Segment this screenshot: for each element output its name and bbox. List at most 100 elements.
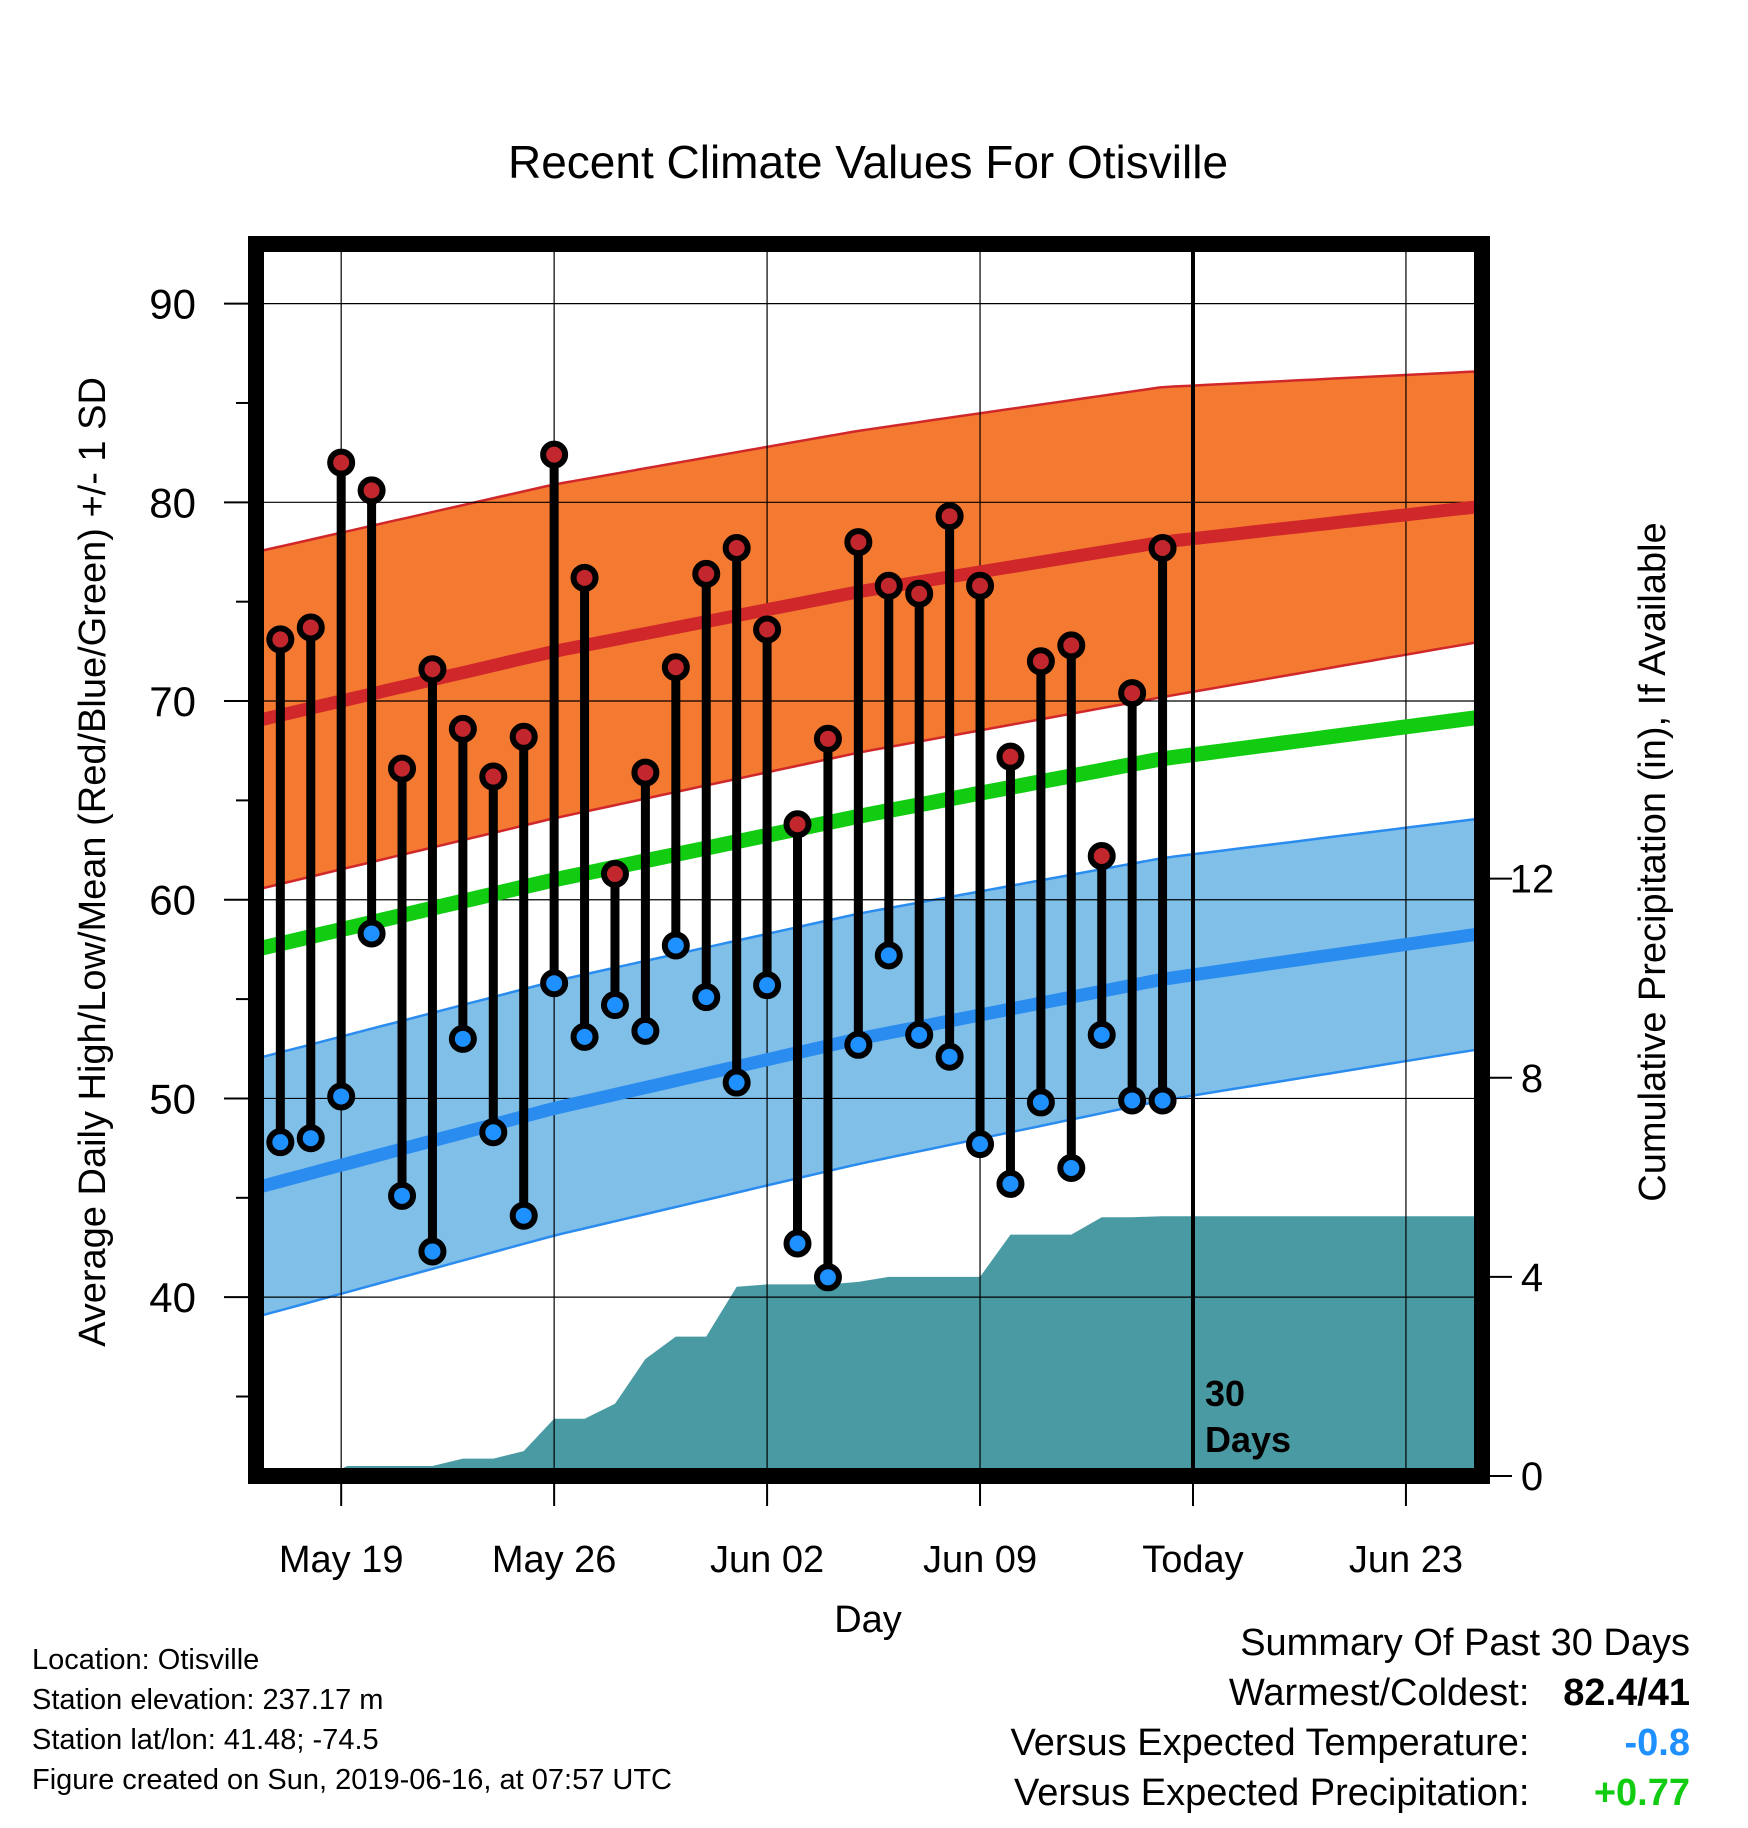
- high-point-0: [266, 625, 295, 654]
- high-point-13: [661, 653, 690, 682]
- high-point-14: [692, 559, 721, 588]
- x-tick-label-2: Jun 02: [710, 1539, 824, 1581]
- high-point-24: [996, 742, 1025, 771]
- high-point-25: [1026, 647, 1055, 676]
- high-point-29: [1148, 534, 1177, 563]
- high-point-27: [1087, 842, 1116, 871]
- summary-row-temp: Versus Expected Temperature: -0.8: [1011, 1718, 1690, 1768]
- high-point-8: [509, 722, 538, 751]
- x-tick-label-5: Jun 23: [1349, 1539, 1463, 1581]
- daily-range-bars: [266, 440, 1177, 1292]
- station-info: Location: Otisville Station elevation: 2…: [32, 1640, 672, 1800]
- low-normal-band: [256, 818, 1482, 1317]
- low-point-5: [418, 1237, 447, 1266]
- y2-tick-label-0: 0: [1521, 1455, 1543, 1499]
- high-point-18: [813, 724, 842, 753]
- summary-heading: Summary Of Past 30 Days: [1240, 1622, 1690, 1664]
- low-point-20: [874, 941, 903, 970]
- y2-tick-label-12: 12: [1510, 858, 1555, 902]
- y-tick-label-60: 60: [149, 877, 196, 924]
- low-point-18: [813, 1263, 842, 1292]
- x-tick-label-4: Today: [1142, 1539, 1243, 1581]
- high-point-28: [1118, 679, 1147, 708]
- high-point-22: [935, 502, 964, 531]
- low-normal-band-lower-edge: [255, 1047, 1483, 1319]
- today-annotation-line-1: Days: [1205, 1419, 1291, 1460]
- precip-value: +0.77: [1593, 1772, 1690, 1814]
- low-point-29: [1148, 1086, 1177, 1115]
- high-normal-band-upper-edge: [255, 369, 1483, 554]
- low-point-16: [753, 971, 782, 1000]
- low-point-24: [996, 1169, 1025, 1198]
- high-point-15: [722, 534, 751, 563]
- low-point-3: [357, 919, 386, 948]
- cumulative-precip-area: [256, 1216, 1482, 1476]
- elevation-text: Station elevation: 237.17 m: [32, 1684, 384, 1716]
- high-point-20: [874, 571, 903, 600]
- summary-row-precip: Versus Expected Precipitation: +0.77: [1011, 1768, 1690, 1818]
- chart-title: Recent Climate Values For Otisville: [508, 136, 1228, 188]
- temp-label: Versus Expected Temperature:: [1010, 1722, 1530, 1764]
- temp-value: -0.8: [1624, 1722, 1690, 1764]
- low-point-8: [509, 1201, 538, 1230]
- y2-tick-label-4: 4: [1521, 1256, 1543, 1300]
- high-point-4: [388, 754, 417, 783]
- low-point-14: [692, 983, 721, 1012]
- high-point-23: [966, 571, 995, 600]
- low-point-12: [631, 1016, 660, 1045]
- high-point-5: [418, 655, 447, 684]
- low-point-28: [1118, 1086, 1147, 1115]
- summary-panel: Summary Of Past 30 Days Warmest/Coldest:…: [1011, 1618, 1690, 1818]
- y-tick-label-80: 80: [149, 479, 196, 526]
- low-point-4: [388, 1181, 417, 1210]
- latlon-text: Station lat/lon: 41.48; -74.5: [32, 1724, 379, 1756]
- normal-bands: [255, 369, 1483, 1319]
- low-point-17: [783, 1229, 812, 1258]
- low-point-23: [966, 1130, 995, 1159]
- high-point-21: [905, 579, 934, 608]
- high-point-16: [753, 615, 782, 644]
- location-text: Location: Otisville: [32, 1644, 260, 1676]
- high-point-6: [448, 714, 477, 743]
- high-mean-line: [254, 499, 1483, 728]
- high-point-10: [570, 563, 599, 592]
- high-point-17: [783, 810, 812, 839]
- low-point-10: [570, 1022, 599, 1051]
- low-point-11: [600, 991, 629, 1020]
- x-tick-label-0: May 19: [279, 1539, 404, 1581]
- low-point-1: [296, 1124, 325, 1153]
- axes: 40 50 60 70 80 90 0 4 8 12 May 19 May 26 Jun 02 Jun 0…: [149, 281, 1554, 1581]
- y-tick-label-40: 40: [149, 1274, 196, 1321]
- low-point-6: [448, 1024, 477, 1053]
- high-point-19: [844, 528, 873, 557]
- today-marker: 30 Days: [1190, 244, 1291, 1476]
- high-point-12: [631, 758, 660, 787]
- high-point-26: [1057, 631, 1086, 660]
- summary-row-warmest: Warmest/Coldest: 82.4/41: [1011, 1668, 1690, 1718]
- today-annotation-line-0: 30: [1205, 1373, 1245, 1414]
- high-point-7: [479, 762, 508, 791]
- x-tick-label-3: Jun 09: [923, 1539, 1037, 1581]
- low-point-19: [844, 1030, 873, 1059]
- low-point-25: [1026, 1088, 1055, 1117]
- y-axis-right-label: Cumulative Precipitation (in), If Availa…: [1632, 522, 1674, 1201]
- low-point-13: [661, 931, 690, 960]
- low-point-0: [266, 1128, 295, 1157]
- warmest-label: Warmest/Coldest:: [1228, 1672, 1530, 1714]
- y2-tick-label-8: 8: [1521, 1057, 1543, 1101]
- high-point-9: [540, 440, 569, 469]
- low-point-22: [935, 1042, 964, 1071]
- low-point-15: [722, 1068, 751, 1097]
- warmest-value: 82.4/41: [1563, 1672, 1690, 1714]
- high-point-1: [296, 613, 325, 642]
- y-axis-label: Average Daily High/Low/Mean (Red/Blue/Gr…: [72, 377, 114, 1347]
- precipitation-area: [256, 1216, 1482, 1476]
- low-point-27: [1087, 1020, 1116, 1049]
- high-point-3: [357, 476, 386, 505]
- low-point-2: [327, 1082, 356, 1111]
- plot-frame: [248, 236, 1490, 1484]
- y-tick-label-70: 70: [149, 678, 196, 725]
- low-point-21: [905, 1020, 934, 1049]
- low-point-26: [1057, 1154, 1086, 1182]
